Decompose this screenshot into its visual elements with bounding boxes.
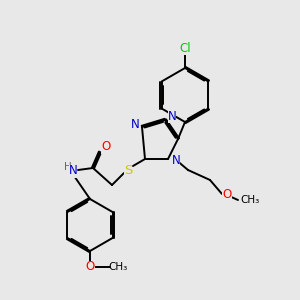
Text: N: N bbox=[172, 154, 180, 167]
Text: O: O bbox=[222, 188, 232, 202]
Text: CH₃: CH₃ bbox=[240, 195, 260, 205]
Text: O: O bbox=[101, 140, 111, 154]
Text: O: O bbox=[85, 260, 94, 274]
Text: N: N bbox=[130, 118, 140, 130]
Text: CH₃: CH₃ bbox=[108, 262, 128, 272]
Text: N: N bbox=[168, 110, 176, 122]
Text: Cl: Cl bbox=[179, 41, 191, 55]
Text: H: H bbox=[64, 162, 72, 172]
Text: N: N bbox=[69, 164, 77, 178]
Text: S: S bbox=[124, 164, 132, 176]
